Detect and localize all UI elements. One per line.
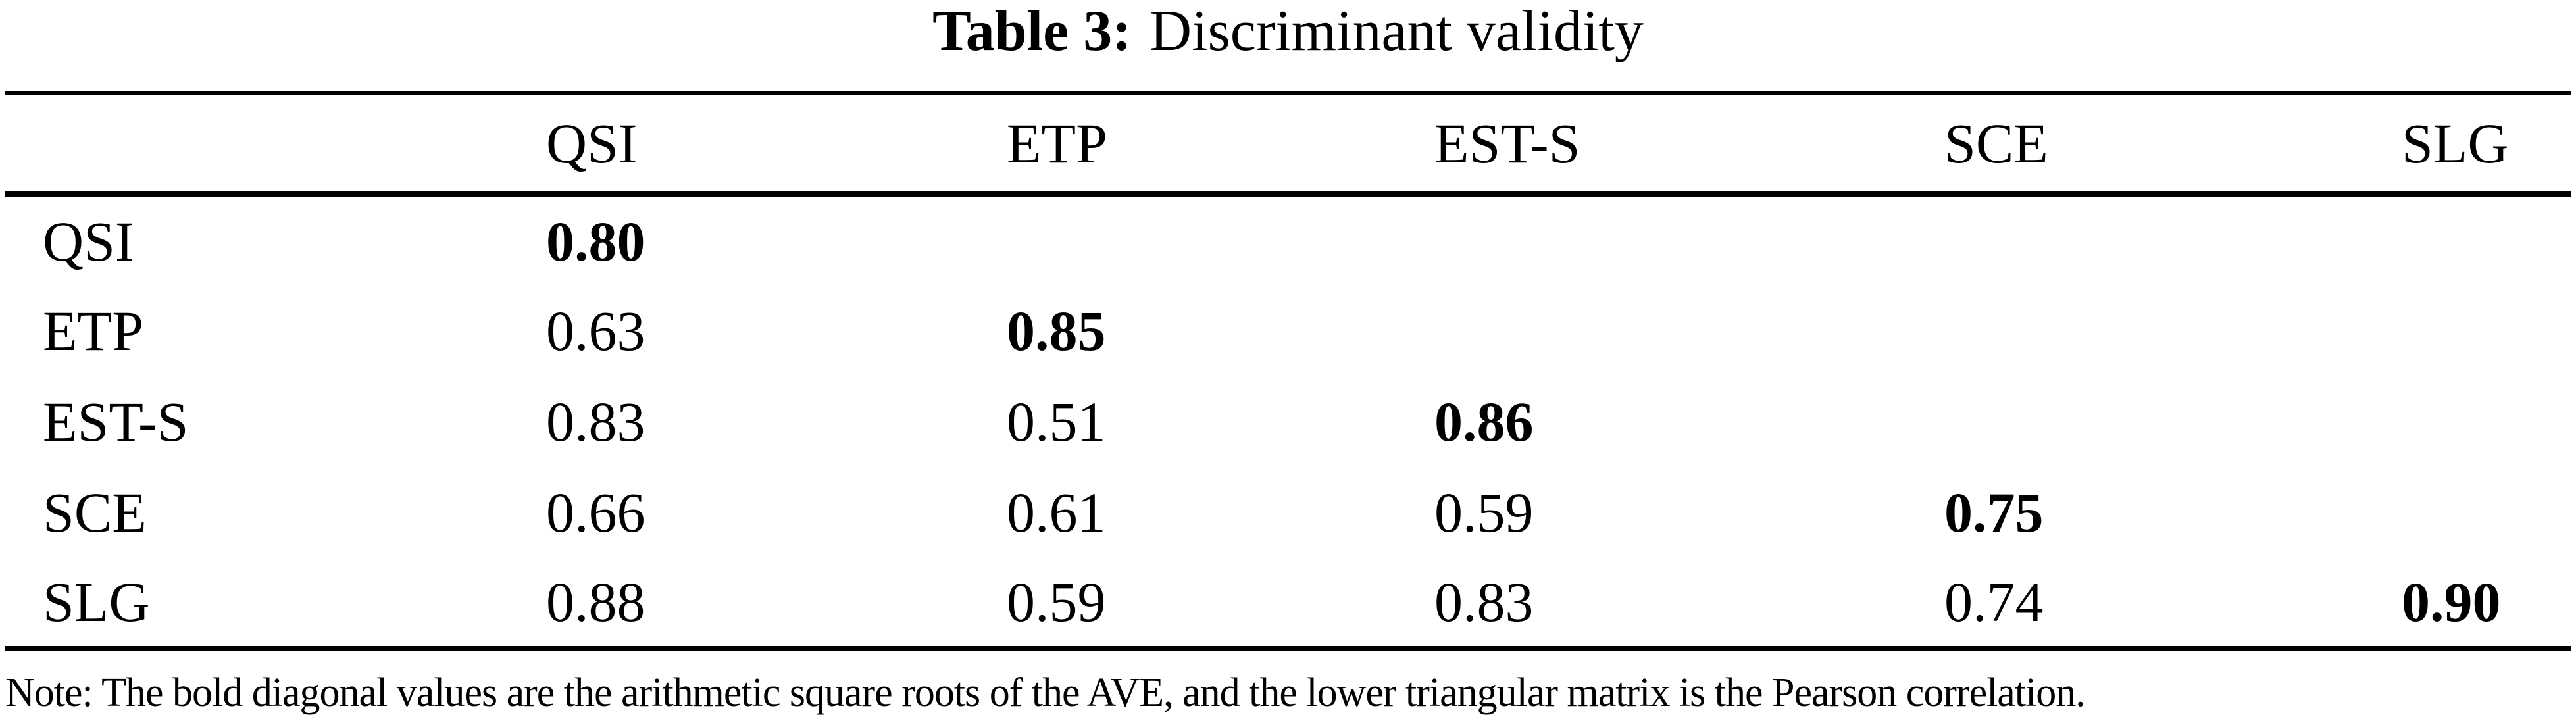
- table-row-etp: ETP 0.63 0.85: [5, 286, 2571, 376]
- table-title-text: Discriminant validity: [1149, 0, 1644, 63]
- table-cell-sce-sce: 0.75: [1944, 480, 2044, 544]
- table-cell-sce-slg: [2402, 467, 2571, 558]
- table-title-number: Table 3:: [932, 0, 1132, 63]
- table-cell-etp-sce: [1944, 286, 2402, 376]
- table-footnote: Note: The bold diagonal values are the a…: [5, 670, 2086, 715]
- table-row-est-s: EST-S 0.83 0.51 0.86: [5, 376, 2571, 467]
- table-cell-sce-qsi: 0.66: [546, 480, 645, 544]
- table-cell-slg-sce: 0.74: [1944, 570, 2044, 634]
- table-cell-sce-etp: 0.61: [1007, 480, 1106, 544]
- column-header-etp: ETP: [1007, 93, 1434, 197]
- table-cell-etp-slg: [2402, 286, 2571, 376]
- column-header-est-s: EST-S: [1434, 93, 1944, 197]
- column-header-slg: SLG: [2402, 93, 2571, 197]
- column-header-empty: [5, 93, 546, 197]
- table-cell-etp-est-s: [1434, 286, 1944, 376]
- column-header-sce: SCE: [1944, 93, 2402, 197]
- table-cell-etp-etp: 0.85: [1007, 299, 1106, 362]
- table-cell-slg-qsi: 0.88: [546, 570, 645, 634]
- row-label-est-s: EST-S: [43, 389, 189, 453]
- table-cell-qsi-qsi: 0.80: [546, 209, 645, 273]
- column-header-qsi: QSI: [546, 93, 1007, 197]
- table-row-slg: SLG 0.88 0.59 0.83 0.74 0.90: [5, 558, 2571, 649]
- row-label-slg: SLG: [43, 570, 150, 634]
- table-cell-qsi-est-s: [1434, 195, 1944, 286]
- row-label-qsi: QSI: [43, 209, 134, 273]
- table-cell-slg-slg: 0.90: [2402, 570, 2501, 634]
- table-cell-etp-qsi: 0.63: [546, 299, 645, 362]
- table-cell-qsi-sce: [1944, 195, 2402, 286]
- table-cell-sce-est-s: 0.59: [1434, 480, 1534, 544]
- table-cell-slg-etp: 0.59: [1007, 570, 1106, 634]
- table-row-sce: SCE 0.66 0.61 0.59 0.75: [5, 467, 2571, 558]
- table-cell-est-s-qsi: 0.83: [546, 389, 645, 453]
- table-cell-est-s-sce: [1944, 376, 2402, 467]
- table-row-qsi: QSI 0.80: [5, 195, 2571, 286]
- table-cell-est-s-slg: [2402, 376, 2571, 467]
- row-label-sce: SCE: [43, 480, 147, 544]
- table-cell-slg-est-s: 0.83: [1434, 570, 1534, 634]
- table-cell-qsi-etp: [1007, 195, 1434, 286]
- header-row: QSI ETP EST-S SCE SLG: [5, 93, 2571, 197]
- table-title: Table 3: Discriminant validity: [0, 1, 2576, 62]
- table-cell-qsi-slg: [2402, 195, 2571, 286]
- table-cell-est-s-est-s: 0.86: [1434, 389, 1534, 453]
- discriminant-validity-table: QSI ETP EST-S SCE SLG QSI 0.80 ETP 0.63 …: [5, 91, 2571, 651]
- row-label-etp: ETP: [43, 299, 143, 362]
- table-cell-est-s-etp: 0.51: [1007, 389, 1106, 453]
